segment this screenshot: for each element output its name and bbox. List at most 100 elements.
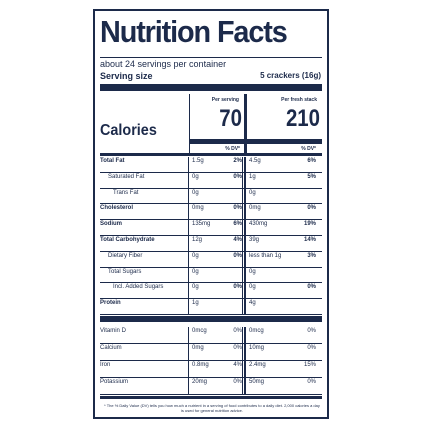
row-divider: [100, 377, 322, 378]
percent-dv: 0%: [307, 328, 316, 334]
amount: 20mg: [192, 379, 208, 385]
percent-dv: 0%: [233, 205, 242, 212]
cell-rule: [242, 327, 243, 344]
percent-dv: 0%: [233, 379, 242, 385]
nutrient-row: Incl. Added Sugars 0g 0% 0g 0%: [100, 283, 322, 300]
amount: 1.5g: [192, 158, 204, 164]
calories-per-serving: 70: [219, 105, 242, 132]
cell-rule: [188, 220, 189, 236]
cell-rule: [188, 267, 189, 284]
nutrient-name: Saturated Fat: [108, 173, 145, 180]
amount: 2.4mg: [249, 362, 266, 368]
amount: 0mcg: [192, 328, 207, 334]
percent-dv: 0%: [233, 173, 242, 180]
dv-header-col2: % DV*: [301, 146, 316, 152]
nutrient-name: Incl. Added Sugars: [113, 284, 164, 291]
amount: 0g: [249, 284, 256, 291]
amount: 0g: [192, 252, 199, 259]
cell-rule: [188, 236, 189, 252]
amount: 0g: [249, 189, 256, 196]
cell-rule: [244, 204, 246, 221]
vitamin-row: Vitamin D 0mcg 0% 0mcg 0%: [100, 327, 322, 344]
nutrient-name: Iron: [100, 362, 111, 368]
percent-dv: 2%: [233, 158, 242, 164]
row-divider: [100, 343, 322, 344]
footnote-divider: [100, 396, 322, 399]
cell-rule: [242, 378, 243, 395]
serving-size-value: 5 crackers (16g): [260, 71, 321, 80]
percent-dv: 0%: [233, 328, 242, 334]
nutrient-row: Dietary Fiber 0g 0% less than 1g 3%: [100, 251, 322, 268]
servings-per-container: about 24 servings per container: [100, 59, 227, 69]
nutrient-row: Total Sugars 0g 0g: [100, 267, 322, 284]
vitamin-row: Calcium 0mg 0% 10mg 0%: [100, 344, 322, 361]
amount: 1g: [249, 173, 256, 180]
cell-rule: [244, 378, 246, 395]
row-divider: [100, 282, 322, 284]
cell-rule: [188, 378, 189, 395]
cell-rule: [242, 220, 243, 236]
serving-size-label: Serving size: [100, 71, 153, 81]
calories-per-stack: 210: [285, 105, 320, 132]
col2-header: Per fresh stack: [281, 97, 317, 103]
vitamin-row: Iron 0.8mg 4% 2.4mg 15%: [100, 361, 322, 378]
cell-rule: [244, 344, 246, 361]
dv-divider: [100, 153, 322, 156]
cell-rule: [188, 344, 189, 361]
cell-rule: [188, 204, 189, 221]
nutrient-row: Cholesterol 0mg 0% 0mg 0%: [100, 204, 322, 221]
nutrient-name: Vitamin D: [100, 328, 126, 334]
cell-rule: [188, 172, 189, 189]
cell-rule: [242, 283, 243, 300]
cell-rule: [244, 188, 246, 205]
cell-rule: [242, 361, 243, 378]
nutrient-row: Total Carbohydrate 12g 4% 39g 14%: [100, 236, 322, 252]
amount: 50mg: [249, 379, 265, 385]
row-divider: [100, 235, 322, 236]
percent-dv: 0%: [233, 284, 242, 291]
nutrient-row: Sodium 135mg 6% 430mg 19%: [100, 220, 322, 236]
amount: 0mg: [192, 205, 204, 212]
cell-rule: [242, 267, 243, 284]
amount: 0mg: [249, 205, 261, 212]
amount: 39g: [249, 237, 260, 243]
cell-rule: [188, 361, 189, 378]
thick-divider: [100, 84, 322, 91]
nutrient-row: Total Fat 1.5g 2% 4.5g 6%: [100, 157, 322, 173]
vitamin-row: Potassium 20mg 0% 50mg 0%: [100, 378, 322, 395]
amount: 0g: [192, 268, 199, 275]
row-divider: [100, 187, 322, 189]
amount: 4.5g: [249, 158, 261, 164]
amount: 1g: [192, 300, 199, 307]
row-divider: [100, 219, 322, 221]
percent-dv: 0%: [233, 252, 242, 259]
row-divider: [100, 250, 322, 252]
nutrient-name: Total Carbohydrate: [100, 237, 155, 243]
percent-dv: 0%: [307, 345, 316, 351]
amount: 135mg: [192, 221, 211, 228]
vitamin-divider: [100, 316, 322, 322]
amount: 0g: [192, 284, 199, 291]
amount: 12g: [192, 237, 203, 243]
cell-rule: [242, 236, 243, 252]
amount: 4g: [249, 300, 256, 307]
cell-rule: [244, 236, 246, 252]
nutrient-name: Protein: [100, 300, 121, 307]
nutrient-row: Trans Fat 0g 0g: [100, 188, 322, 205]
percent-dv: 0%: [233, 345, 242, 351]
calories-label: Calories: [100, 122, 157, 139]
percent-dv: 0%: [307, 284, 316, 291]
row-divider: [100, 360, 322, 361]
cell-rule: [244, 299, 246, 315]
nutrient-name: Potassium: [100, 379, 129, 385]
cell-rule: [188, 299, 189, 315]
row-divider: [100, 266, 322, 268]
row-divider: [100, 171, 322, 173]
percent-dv: 19%: [303, 221, 316, 228]
percent-dv: 5%: [307, 173, 316, 180]
nutrient-name: Total Sugars: [108, 268, 142, 275]
cell-rule: [188, 327, 189, 344]
amount: 0mcg: [249, 328, 264, 334]
cell-rule: [242, 251, 243, 268]
cell-rule: [188, 157, 189, 173]
